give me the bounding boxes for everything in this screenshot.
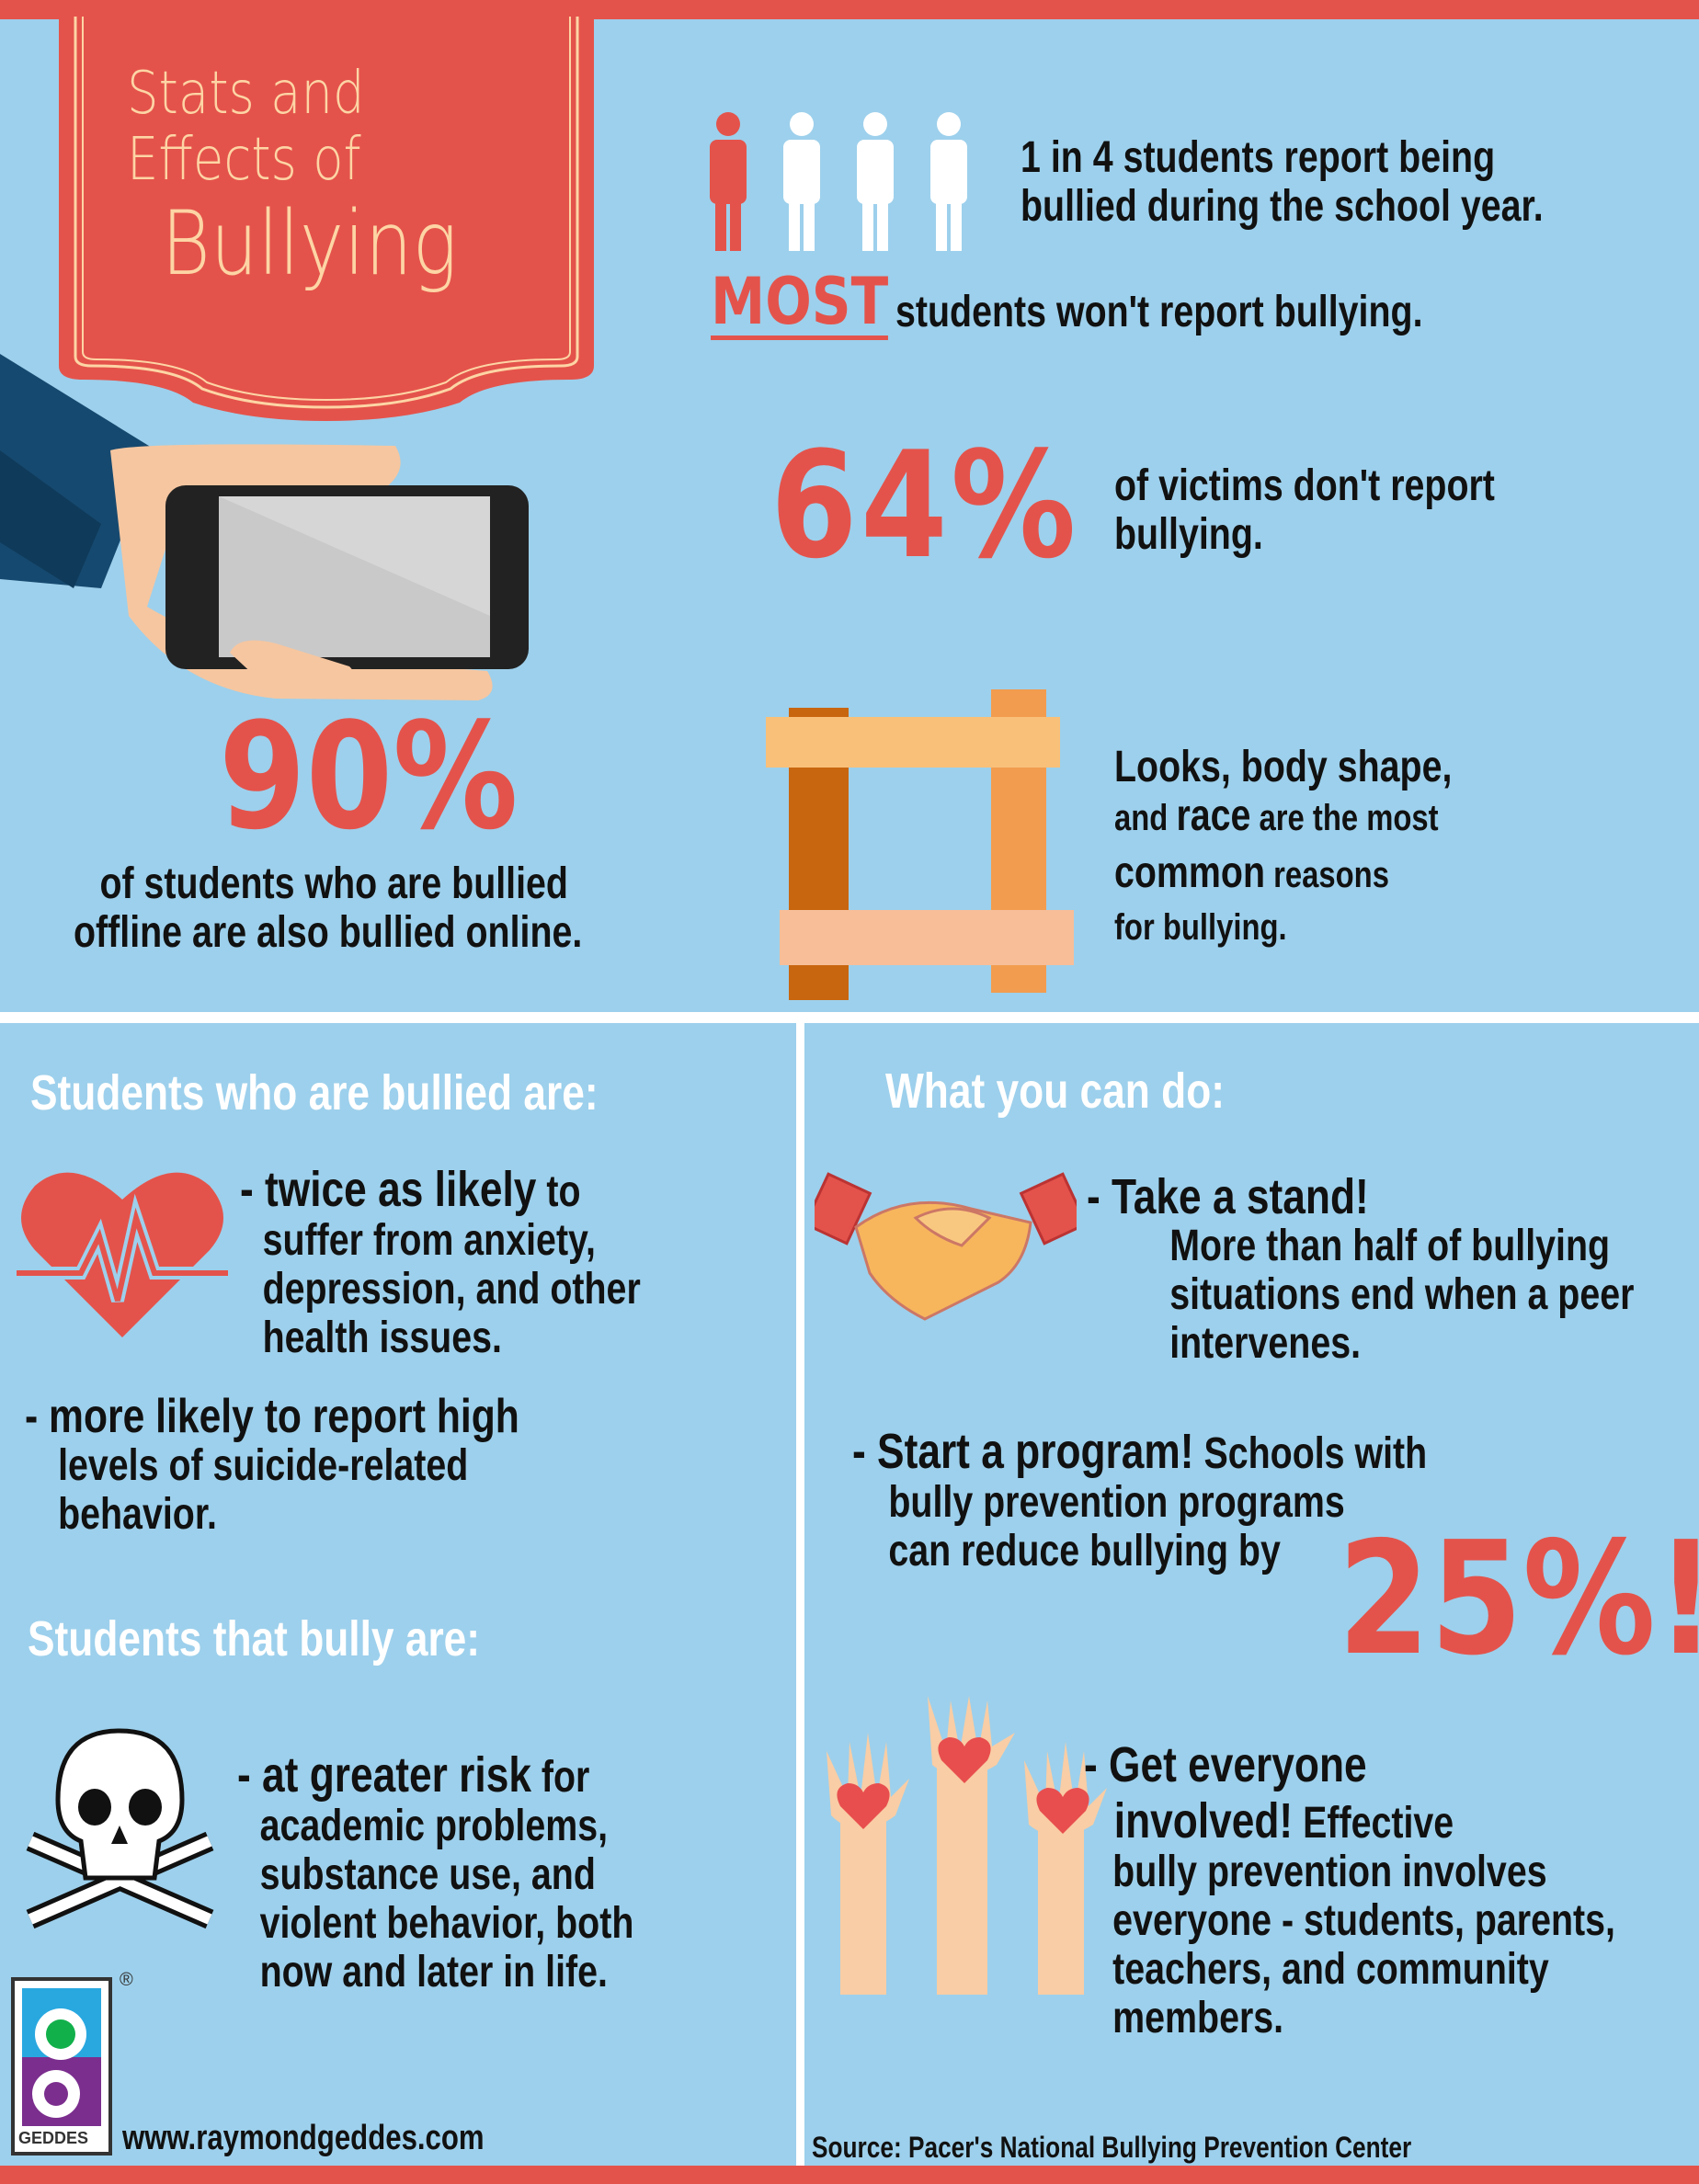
start-a-program: - Start a program! Schools with bully pr…	[852, 1424, 1428, 1575]
stat-64-percent: 64%	[770, 419, 1079, 591]
website-link[interactable]: www.raymondgeddes.com	[122, 2119, 485, 2157]
stat-one-in-four: 1 in 4 students report being bullied duri…	[1021, 133, 1544, 231]
source-credit: Source: Pacer's National Bullying Preven…	[812, 2131, 1412, 2164]
bottom-bar	[0, 2166, 1699, 2184]
stat-90-text: of students who are bullied offline are a…	[74, 859, 583, 957]
page-title: Stats and Effects of Bullying	[127, 60, 458, 295]
heartbeat-icon	[17, 1172, 228, 1337]
top-bar	[0, 0, 1699, 19]
title-banner	[59, 17, 594, 421]
bullied-item-1: - twice as likely to suffer from anxiety…	[240, 1162, 641, 1362]
stat-25-percent: 25%!	[1338, 1508, 1699, 1690]
registered-mark: ®	[120, 1970, 133, 1990]
horizontal-divider	[0, 1012, 1699, 1023]
geddes-logo: GEDDES	[11, 1977, 112, 2156]
stat-64-text: of victims don't report bullying.	[1114, 461, 1495, 559]
bullied-heading: Students who are bullied are:	[30, 1065, 599, 1120]
logo-g-icon	[22, 1988, 101, 2126]
take-a-stand: - Take a stand! More than half of bullyi…	[1087, 1169, 1635, 1368]
reasons-text: Looks, body shape, and race are the most…	[1114, 743, 1453, 948]
diverse-hands-icon	[766, 689, 1074, 1000]
bullied-item-2: - more likely to report high levels of s…	[25, 1390, 519, 1540]
most-text: students won't report bullying.	[895, 288, 1423, 336]
skull-crossbones-icon	[26, 1728, 214, 1929]
handshake-icon	[815, 1172, 1077, 1321]
bully-risks: - at greater risk for academic problems,…	[237, 1747, 634, 1996]
vertical-divider	[796, 1020, 804, 2166]
stat-90-percent: 90%	[219, 690, 519, 862]
actions-heading: What you can do:	[885, 1064, 1225, 1119]
bully-heading: Students that bully are:	[28, 1611, 481, 1666]
most-label: MOST	[711, 264, 889, 340]
get-everyone-involved: - Get everyone involved! Effective bully…	[1084, 1737, 1615, 2042]
phone-in-hand-icon	[0, 354, 529, 700]
raised-hands-hearts-icon	[827, 1696, 1107, 1995]
people-icon	[710, 112, 967, 251]
